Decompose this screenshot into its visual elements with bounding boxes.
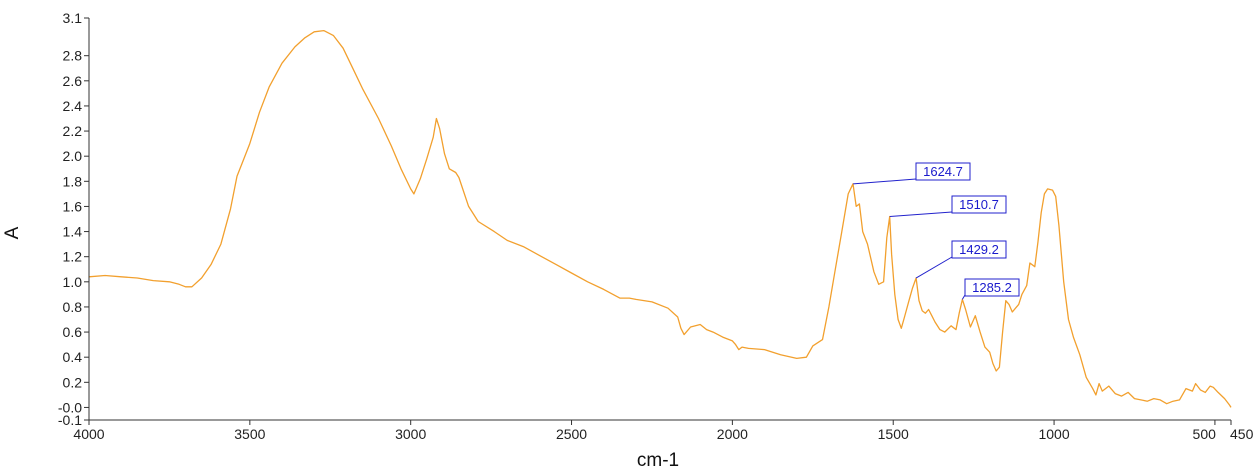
peak-label: 1624.7 — [923, 164, 963, 179]
peak-leader-line — [853, 178, 917, 185]
x-tick-label: 1500 — [878, 426, 909, 442]
plot-area — [88, 29, 1232, 408]
y-tick-label: 0.6 — [63, 324, 83, 340]
x-tick-label: 3500 — [234, 426, 265, 442]
x-tick-label: 500 — [1193, 426, 1217, 442]
y-tick-label: -0.0 — [58, 399, 82, 415]
peak-annotation: 1429.2 — [915, 240, 1007, 279]
y-tick-label: 0.4 — [63, 349, 83, 365]
x-tick-label: 2500 — [556, 426, 587, 442]
x-tick-label: 2000 — [717, 426, 748, 442]
y-tick-label: 1.6 — [63, 198, 83, 214]
x-tick-label: 1000 — [1038, 426, 1069, 442]
y-tick-label: 1.8 — [63, 173, 83, 189]
y-tick-label: 0.2 — [63, 374, 83, 390]
y-tick-label: 1.4 — [63, 224, 83, 240]
y-tick-label: 2.4 — [63, 98, 83, 114]
peak-label: 1429.2 — [959, 242, 999, 257]
y-tick-label: 3.1 — [63, 10, 83, 26]
y-tick-label: 1.0 — [63, 274, 83, 290]
spectrum-line — [88, 29, 1232, 408]
x-axis: 4000 3500 3000 2500 2000 1500 1000 500 450 — [73, 419, 1254, 442]
peak-leader-line — [889, 211, 953, 217]
y-tick-label: -0.1 — [58, 412, 82, 428]
x-tick-label: 4000 — [73, 426, 104, 442]
x-tick-label: 450 — [1230, 426, 1254, 442]
x-axis-title: cm-1 — [637, 450, 679, 471]
y-tick-label: 2.8 — [63, 48, 83, 64]
peak-label-box — [964, 278, 1020, 297]
x-tick-label: 3000 — [395, 426, 426, 442]
peak-label: 1510.7 — [959, 197, 999, 212]
peak-label: 1285.2 — [972, 280, 1012, 295]
y-tick-label: 0.8 — [63, 299, 83, 315]
peak-leader-line — [915, 256, 953, 279]
peak-label-box — [951, 240, 1007, 259]
peak-annotation: 1285.2 — [961, 278, 1020, 300]
peak-label-box — [951, 195, 1007, 214]
y-tick-label: 2.6 — [63, 73, 83, 89]
y-tick-label: 1.2 — [63, 249, 83, 265]
y-axis: -0.1-0.0 0.2 0.4 0.6 0.8 1.0 1.2 1.4 1.6 1.8 2.0 2.… — [58, 10, 90, 428]
peak-annotation: 1624.7 — [853, 162, 971, 185]
peak-label-box — [915, 162, 971, 181]
y-tick-label: 2.2 — [63, 123, 83, 139]
peak-annotation: 1510.7 — [889, 195, 1007, 217]
y-axis-title: A — [2, 226, 23, 239]
y-tick-label: 2.0 — [63, 148, 83, 164]
peak-annotations: 1624.7 1510.7 1429.2 1285.2 — [853, 162, 1020, 300]
